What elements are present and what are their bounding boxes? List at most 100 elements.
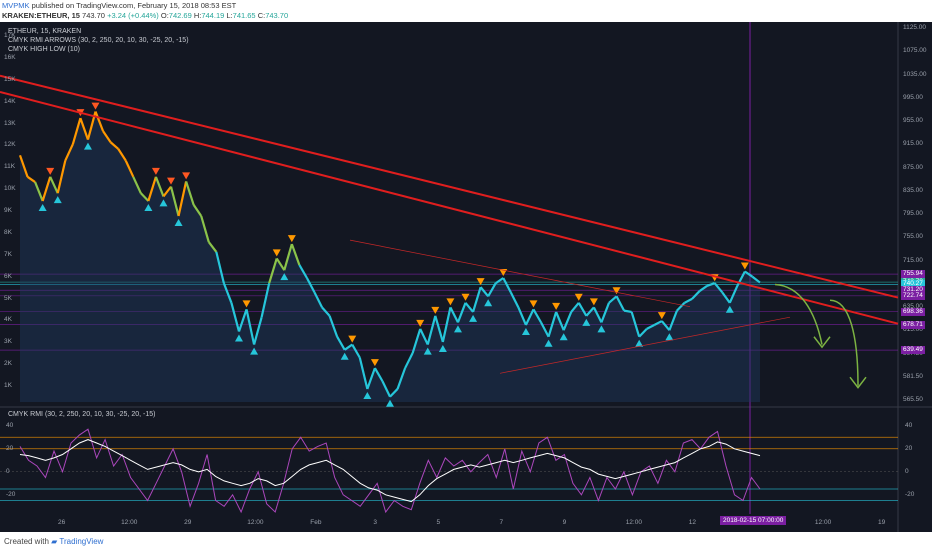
- price-segment: [608, 295, 618, 304]
- price-segment: [751, 275, 761, 284]
- buy-arrow: [174, 219, 183, 226]
- buy-arrow: [53, 196, 62, 204]
- sell-arrow: [151, 167, 160, 175]
- price-segment: [404, 352, 414, 369]
- sell-arrow: [552, 302, 561, 310]
- forecast-arrow-2: [829, 299, 859, 386]
- buy-arrow: [438, 344, 447, 352]
- rmi-tick-left: -20: [6, 490, 16, 498]
- sell-arrow: [182, 172, 191, 180]
- price-segment: [290, 243, 301, 266]
- time-tick: 19: [878, 519, 886, 526]
- rmi-tick-left: 40: [6, 421, 14, 429]
- price-segment: [668, 310, 678, 331]
- price-segment: [200, 215, 210, 243]
- time-tick: 9: [562, 519, 567, 526]
- price-tick: 715.00: [903, 256, 923, 264]
- price-segment: [381, 380, 391, 398]
- chart-canvas[interactable]: [0, 22, 932, 532]
- left-tick: 16K: [4, 53, 16, 61]
- buy-arrow: [521, 327, 530, 335]
- price-segment: [396, 367, 407, 390]
- price-segment: [426, 315, 437, 345]
- chart-area[interactable]: ETHEUR, 15, KRAKEN CMYK RMI ARROWS (30, …: [0, 22, 932, 532]
- left-tick: 4K: [4, 316, 12, 324]
- price-segment: [132, 176, 142, 194]
- price-area: [20, 111, 760, 402]
- buy-arrow: [544, 339, 553, 347]
- price-segment: [177, 181, 188, 217]
- rmi-signal-line: [19, 439, 761, 503]
- left-tick: 11K: [4, 163, 16, 171]
- forecast-arrowhead-2: [849, 376, 867, 389]
- left-tick: 8K: [4, 228, 12, 236]
- price-segment: [298, 264, 308, 279]
- price-segment: [154, 176, 165, 197]
- price-segment: [18, 154, 29, 178]
- price-segment: [562, 311, 573, 331]
- price-label: 639.49: [901, 346, 925, 355]
- price-segment: [441, 307, 452, 343]
- price-segment: [698, 284, 708, 292]
- price-segment: [215, 251, 225, 284]
- time-tick: Feb: [310, 519, 322, 526]
- rmi-legend[interactable]: CMYK RMI (30, 2, 250, 20, 10, 30, -25, 2…: [8, 411, 156, 418]
- sell-arrow: [242, 300, 251, 308]
- sell-arrow: [529, 300, 538, 308]
- price-segment: [283, 243, 293, 271]
- price-segment: [434, 315, 444, 343]
- price-tick: 635.00: [903, 303, 923, 310]
- price-segment: [653, 320, 663, 326]
- price-segment: [109, 141, 119, 150]
- buy-arrow: [144, 203, 153, 211]
- left-tick: 2K: [4, 360, 12, 368]
- price-segment: [585, 306, 595, 317]
- buy-arrow: [38, 203, 47, 211]
- footer-brand[interactable]: TradingView: [59, 537, 104, 546]
- price-segment: [207, 241, 218, 253]
- price-segment: [638, 328, 648, 338]
- price-segment: [94, 111, 105, 132]
- time-tick: 12: [688, 519, 696, 526]
- sell-arrow: [476, 278, 485, 286]
- last-price: 743.70: [82, 11, 105, 20]
- symbol-ohlc: KRAKEN:ETHEUR, 15 743.70 +3.24 (+0.44%) …: [2, 11, 288, 21]
- rmi-tick-right: -20: [905, 490, 915, 498]
- sell-arrow: [167, 177, 176, 185]
- close-label: C:: [257, 11, 266, 20]
- price-segment: [623, 309, 632, 314]
- publisher-name[interactable]: MVPMK: [2, 1, 30, 10]
- rmi-tick-right: 0: [905, 467, 909, 475]
- sell-arrow: [348, 335, 357, 343]
- price-tick: 955.00: [903, 117, 923, 124]
- price-segment: [502, 277, 512, 293]
- legend-rmi-arrows[interactable]: CMYK RMI ARROWS (30, 2, 250, 20, 10, 30,…: [8, 37, 189, 44]
- price-label: 755.94: [901, 270, 925, 279]
- left-tick: 9K: [4, 207, 12, 214]
- buy-arrow: [559, 333, 568, 341]
- price-segment: [676, 302, 686, 312]
- price-segment: [344, 343, 353, 351]
- buy-arrow: [423, 347, 432, 355]
- price-segment: [305, 277, 316, 293]
- price-segment: [260, 282, 271, 318]
- time-tick: 5: [436, 519, 441, 526]
- sell-arrow: [657, 312, 666, 320]
- legend-high-low[interactable]: CMYK HIGH LOW (10): [8, 46, 80, 53]
- left-tick: 3K: [4, 338, 12, 346]
- sell-arrow: [370, 359, 379, 367]
- price-tick: 581.50: [903, 372, 923, 380]
- buy-arrow: [725, 305, 734, 313]
- resistance-line: [0, 91, 899, 325]
- price-change: +3.24 (+0.44%): [107, 11, 159, 20]
- buy-arrow: [250, 347, 259, 355]
- price-segment: [245, 309, 256, 345]
- time-tick: 12:00: [121, 519, 138, 526]
- price-segment: [358, 357, 369, 390]
- price-segment: [487, 282, 497, 297]
- price-segment: [351, 344, 361, 359]
- price-segment: [124, 160, 135, 178]
- buy-arrow: [363, 391, 372, 399]
- price-segment: [615, 295, 626, 312]
- left-tick: 6K: [4, 272, 12, 280]
